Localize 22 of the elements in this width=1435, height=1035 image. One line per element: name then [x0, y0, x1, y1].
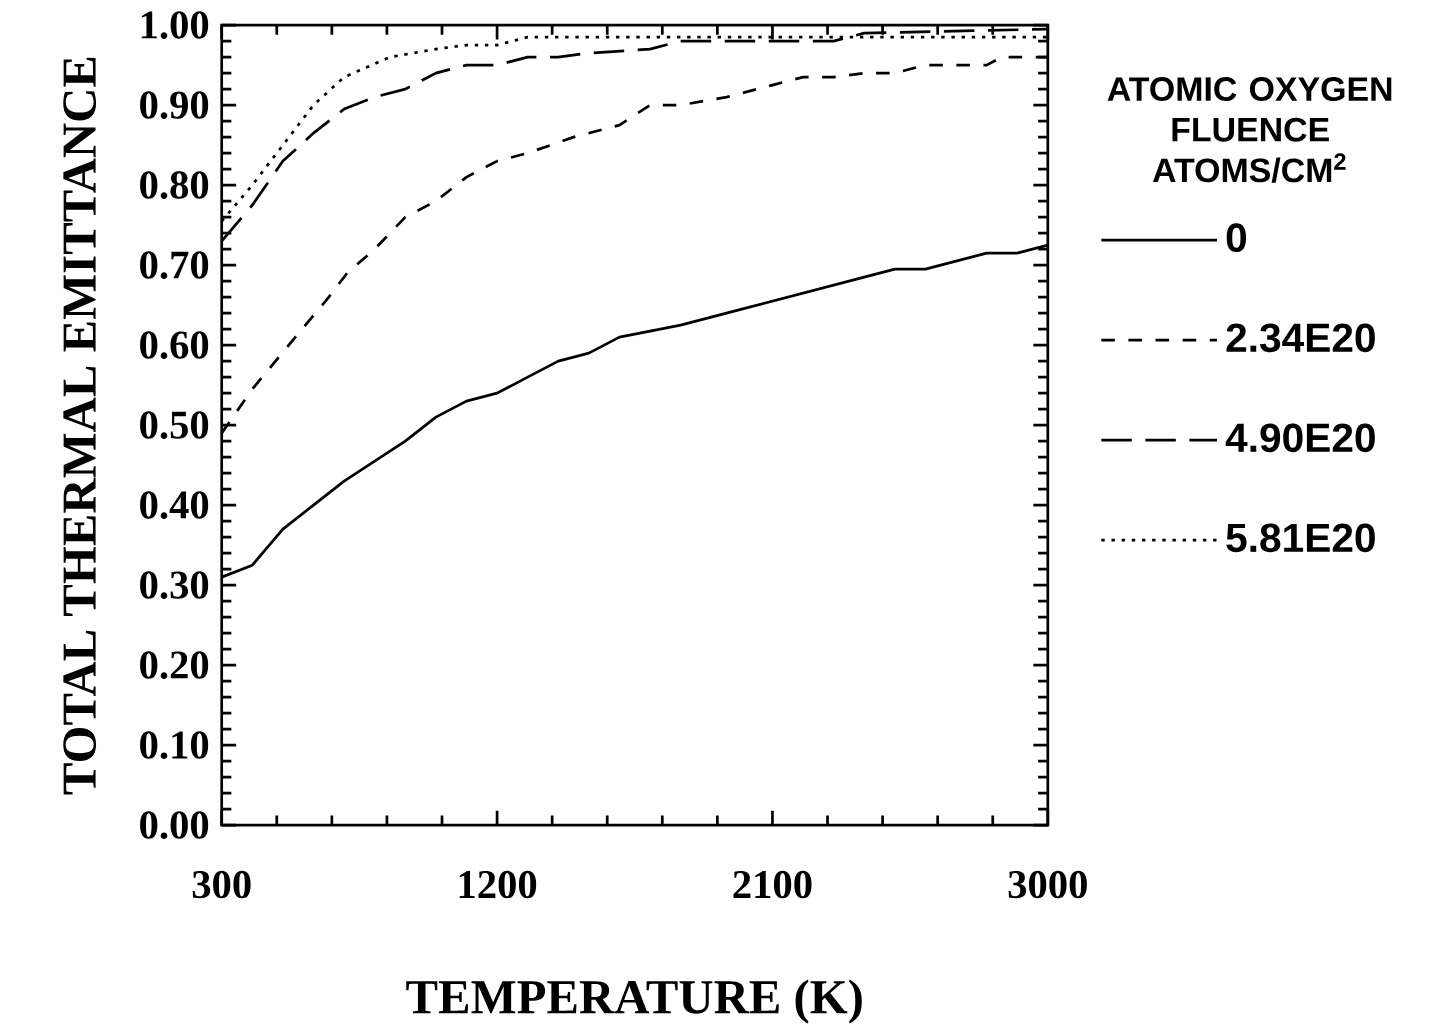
x-tick-label: 3000 [1008, 870, 1087, 899]
y-tick-label: 0.90 [140, 91, 209, 119]
x-tick-label: 300 [192, 870, 251, 899]
y-tick-label: 0.20 [140, 651, 209, 679]
x-tick-label: 2100 [733, 870, 812, 899]
y-tick-label: 0.70 [140, 251, 209, 279]
y-tick-label: 0.10 [140, 731, 209, 759]
y-axis-title: TOTAL THERMAL EMITTANCE [63, 57, 97, 795]
y-tick-label: 0.60 [140, 331, 209, 359]
x-tick-label: 1200 [459, 870, 537, 899]
y-tick-label: 0.40 [140, 491, 209, 519]
legend-label: 2.34E20 [1226, 323, 1375, 353]
y-tick-label: 0.80 [140, 171, 209, 199]
y-tick-label: 0.30 [140, 571, 209, 599]
x-axis-title: TEMPERATURE (K) [406, 979, 862, 1024]
y-tick-label: 0.50 [140, 411, 209, 439]
legend-title: ATOMIC OXYGEN FLUENCE ATOMS/CM$^{2}$ [1107, 77, 1392, 183]
legend-label: 0 [1226, 223, 1247, 253]
legend-label: 5.81E20 [1226, 523, 1375, 553]
y-tick-label: 0.00 [140, 811, 209, 840]
legend-label: 4.90E20 [1225, 423, 1375, 453]
y-tick-label: 1.00 [141, 11, 209, 39]
